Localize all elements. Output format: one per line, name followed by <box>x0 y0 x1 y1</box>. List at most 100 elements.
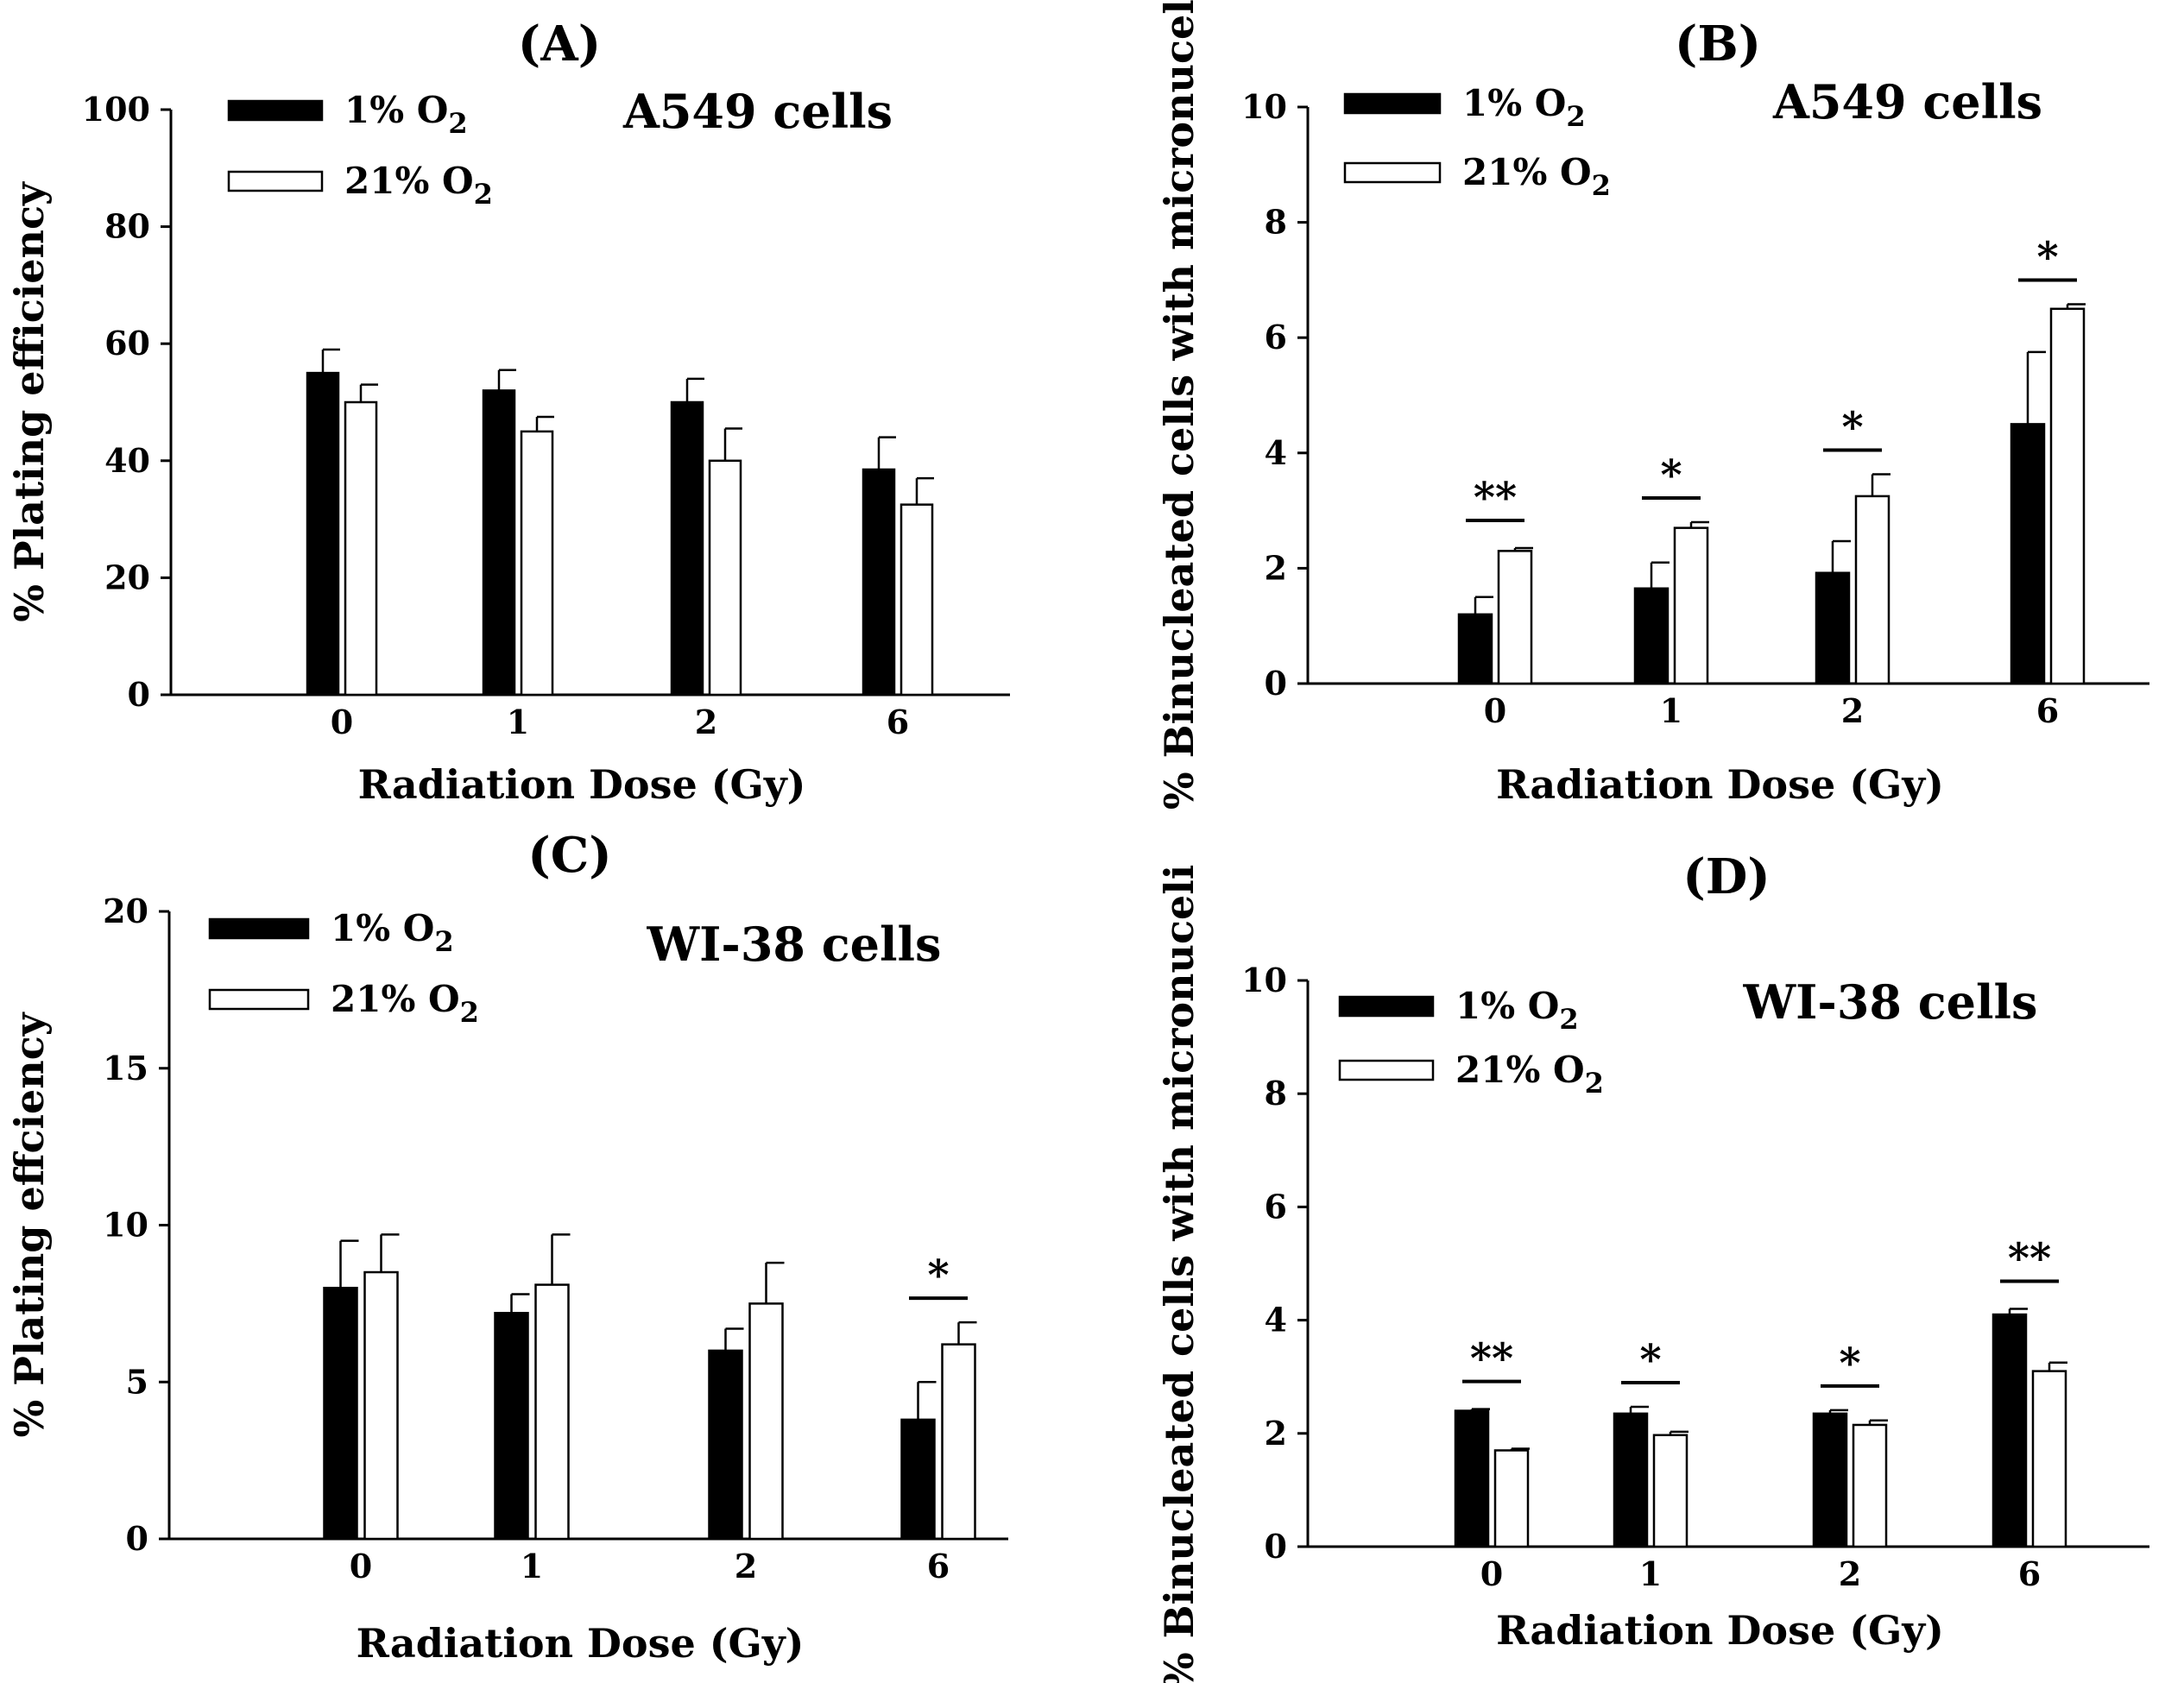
legend-label-text: 21% O <box>331 978 460 1020</box>
x-axis-label: Radiation Dose (Gy) <box>358 761 806 808</box>
x-tick-label: 1 <box>521 1547 543 1585</box>
bar-normoxia-1gy <box>1652 1434 1688 1548</box>
legend-label-subscript: 2 <box>460 996 479 1029</box>
x-axis-label: Radiation Dose (Gy) <box>1496 761 1944 808</box>
bar-normoxia-0gy <box>1493 1449 1530 1548</box>
y-tick-label: 10 <box>103 1206 148 1245</box>
cell-line-label: WI-38 cells <box>647 917 942 972</box>
legend-label-subscript: 2 <box>474 178 493 211</box>
bar-normoxia-0gy <box>1497 550 1533 685</box>
y-tick-label: 60 <box>104 324 150 362</box>
y-tick-label: 0 <box>126 1519 148 1558</box>
x-axis-label: Radiation Dose (Gy) <box>357 1620 805 1667</box>
y-tick-label: 20 <box>103 892 148 930</box>
x-tick-label: 6 <box>927 1547 950 1585</box>
x-tick-label: 2 <box>1841 691 1864 730</box>
bar-hypoxia-2gy <box>708 1349 743 1541</box>
panel-label: (B) <box>1675 16 1761 72</box>
cell-line-label: WI-38 cells <box>1743 974 2038 1030</box>
bar-hypoxia-0gy <box>1454 1409 1490 1548</box>
x-axis-label: Radiation Dose (Gy) <box>1496 1607 1944 1654</box>
legend-swatch <box>208 917 310 940</box>
x-tick-label: 6 <box>2018 1554 2041 1593</box>
bar-hypoxia-6gy <box>2010 423 2046 685</box>
panel-label: (C) <box>527 827 612 884</box>
bar-hypoxia-1gy <box>482 389 516 697</box>
legend-label-text: 1% O <box>344 89 448 131</box>
significance-marker: ** <box>1474 474 1517 522</box>
y-tick-label: 0 <box>1265 1527 1287 1566</box>
y-axis-label: % Binucleated cells with micronuceli <box>1156 865 1202 1683</box>
legend-label: 1% O2 <box>344 89 468 140</box>
legend-swatch <box>227 99 324 122</box>
bar-normoxia-1gy <box>520 430 554 697</box>
bar-hypoxia-1gy <box>494 1312 529 1541</box>
legend-label-subscript: 2 <box>448 107 467 140</box>
bar-normoxia-6gy <box>899 503 934 697</box>
x-tick-label: 1 <box>1639 1554 1662 1593</box>
bar-hypoxia-0gy <box>323 1286 358 1541</box>
x-tick-label: 2 <box>1839 1554 1861 1593</box>
legend-swatch <box>227 170 324 192</box>
bar-normoxia-1gy <box>1673 526 1709 685</box>
y-tick-label: 8 <box>1265 203 1287 242</box>
legend-swatch <box>1338 995 1435 1018</box>
bar-hypoxia-2gy <box>1815 571 1851 685</box>
y-tick-label: 0 <box>128 675 150 714</box>
legend-label-subscript: 2 <box>1592 169 1611 202</box>
legend-label-text: 1% O <box>1462 82 1566 124</box>
x-tick-label: 2 <box>735 1547 757 1585</box>
x-tick-label: 2 <box>695 703 717 741</box>
bar-normoxia-6gy <box>941 1343 976 1541</box>
bar-hypoxia-2gy <box>670 400 704 697</box>
y-tick-label: 10 <box>1241 961 1287 999</box>
legend-label: 21% O2 <box>331 978 479 1029</box>
y-tick-label: 15 <box>103 1049 148 1087</box>
bar-normoxia-6gy <box>2031 1370 2067 1548</box>
y-tick-label: 10 <box>1241 87 1287 126</box>
bar-normoxia-0gy <box>363 1270 399 1541</box>
bar-normoxia-2gy <box>1852 1423 1888 1548</box>
bar-normoxia-0gy <box>344 400 378 697</box>
bar-normoxia-2gy <box>1854 495 1890 685</box>
legend-label-subscript: 2 <box>1559 1003 1578 1036</box>
y-tick-label: 100 <box>82 90 150 129</box>
y-axis-label: % Plating effciency <box>6 1012 53 1437</box>
significance-marker: ** <box>1470 1335 1513 1384</box>
y-tick-label: 8 <box>1265 1074 1287 1113</box>
bar-hypoxia-6gy <box>862 468 896 697</box>
bar-normoxia-1gy <box>534 1283 570 1541</box>
x-tick-label: 6 <box>887 703 909 741</box>
bar-normoxia-2gy <box>748 1302 784 1541</box>
legend-label: 1% O2 <box>1462 82 1586 133</box>
x-tick-label: 1 <box>507 703 529 741</box>
y-axis-label: % Plating efficiency <box>6 181 53 622</box>
significance-marker: * <box>1839 1339 1860 1388</box>
legend-label: 1% O2 <box>331 907 454 958</box>
significance-marker: * <box>1639 1336 1661 1384</box>
legend-swatch <box>208 988 310 1011</box>
x-tick-label: 0 <box>350 1547 372 1585</box>
legend-swatch <box>1338 1059 1435 1081</box>
legend-label: 21% O2 <box>1462 151 1611 202</box>
legend-swatch <box>1343 92 1442 115</box>
cell-line-label: A549 cells <box>1772 74 2042 129</box>
bar-normoxia-2gy <box>708 459 742 697</box>
significance-marker: ** <box>2008 1234 2051 1283</box>
significance-marker: * <box>2036 233 2058 281</box>
bar-hypoxia-2gy <box>1812 1412 1848 1548</box>
cell-line-label: A549 cells <box>622 84 893 139</box>
y-tick-label: 5 <box>126 1362 148 1401</box>
y-tick-label: 2 <box>1265 1414 1287 1453</box>
legend-label: 21% O2 <box>344 160 493 211</box>
bar-hypoxia-6gy <box>900 1418 936 1541</box>
x-tick-label: 0 <box>1484 691 1506 730</box>
y-tick-label: 2 <box>1265 548 1287 587</box>
legend-label-text: 1% O <box>1455 985 1559 1027</box>
legend-label-text: 21% O <box>1455 1049 1585 1091</box>
legend-label: 21% O2 <box>1455 1049 1604 1100</box>
y-tick-label: 20 <box>104 558 150 596</box>
